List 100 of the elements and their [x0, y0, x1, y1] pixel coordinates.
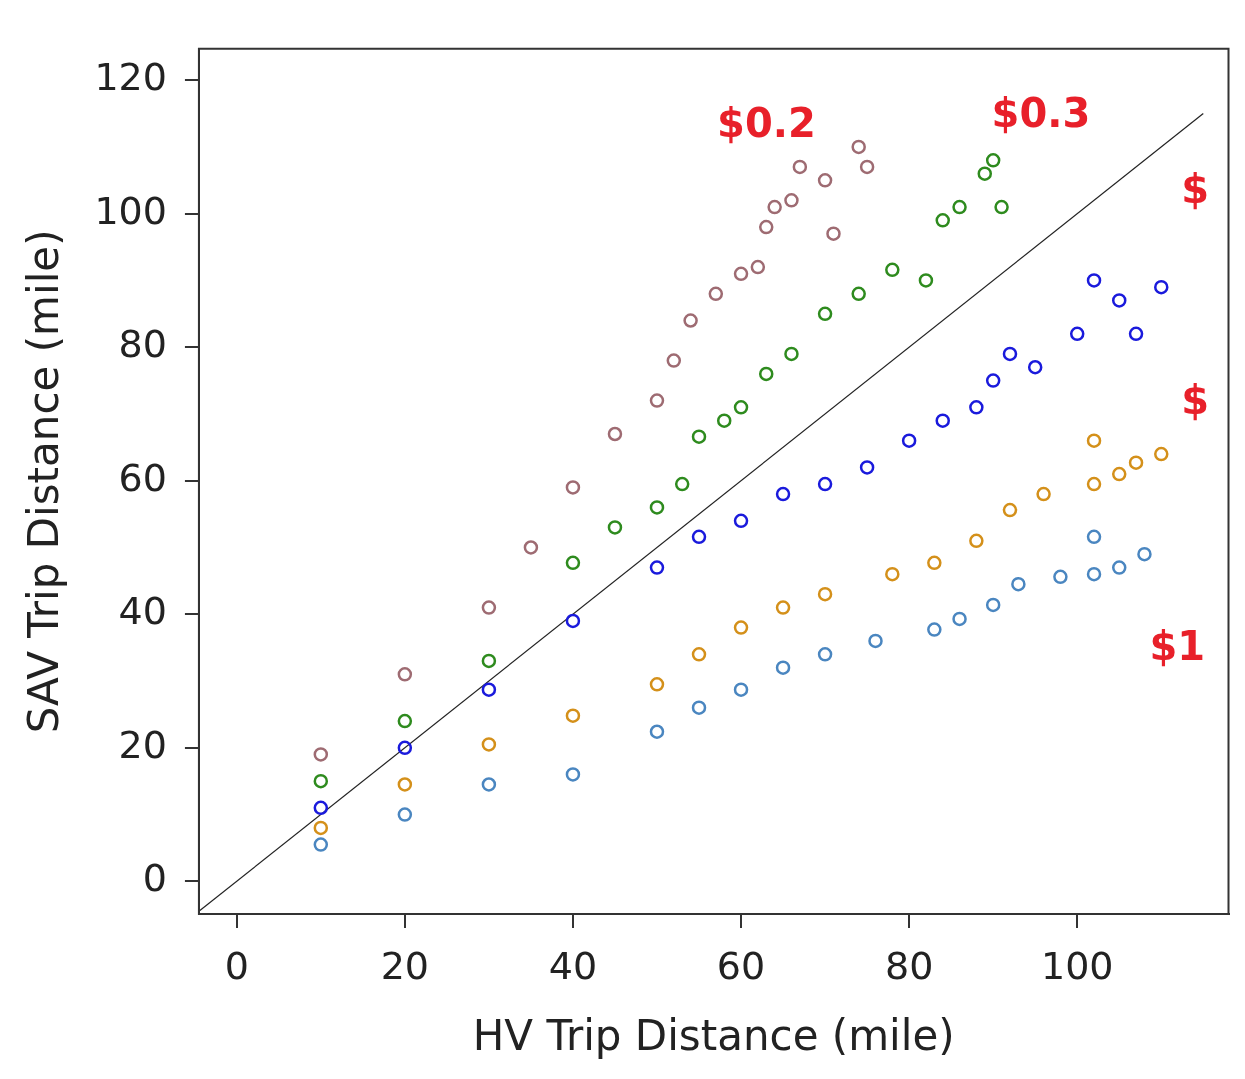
point — [851, 286, 866, 302]
point — [607, 426, 623, 442]
point — [716, 413, 732, 428]
point — [1154, 279, 1169, 295]
point — [918, 273, 934, 288]
point — [1086, 433, 1102, 448]
point — [733, 513, 749, 529]
point — [733, 266, 749, 282]
point — [1137, 546, 1152, 562]
point — [758, 219, 774, 235]
point — [397, 713, 413, 729]
point — [733, 400, 749, 415]
x-tick-label: 60 — [716, 943, 766, 988]
point — [565, 480, 581, 495]
series-label: $1 — [1149, 622, 1206, 669]
point — [691, 647, 707, 662]
x-tick-label: 0 — [224, 943, 249, 988]
x-tick-label: 20 — [380, 943, 430, 988]
point — [1036, 486, 1051, 502]
point — [481, 737, 497, 752]
point — [1011, 576, 1026, 592]
y-tick-label: 120 — [94, 55, 167, 100]
point — [1128, 326, 1144, 342]
point — [927, 622, 942, 637]
point — [683, 313, 698, 328]
point — [952, 611, 967, 627]
point — [565, 613, 581, 629]
point — [649, 393, 665, 408]
point — [977, 166, 993, 181]
point — [649, 500, 665, 515]
point — [784, 193, 799, 208]
point — [313, 800, 329, 816]
point — [649, 724, 665, 739]
point — [1111, 560, 1127, 575]
point — [649, 677, 665, 692]
y-tick-label: 20 — [118, 722, 167, 767]
x-tick-label: 100 — [1040, 943, 1114, 988]
point — [1111, 466, 1127, 482]
point — [1111, 293, 1127, 308]
point — [1086, 273, 1102, 288]
point — [565, 767, 581, 782]
point — [758, 366, 774, 382]
point — [817, 173, 833, 188]
point — [1154, 446, 1169, 462]
point — [994, 199, 1009, 215]
point — [1069, 326, 1085, 342]
point — [397, 667, 413, 682]
point — [1128, 455, 1144, 470]
point — [481, 777, 497, 792]
point — [952, 199, 967, 215]
point — [817, 476, 833, 492]
point — [935, 413, 950, 428]
point — [565, 555, 581, 571]
point — [817, 647, 833, 662]
point — [397, 807, 413, 822]
point — [885, 262, 900, 278]
point — [767, 199, 782, 215]
point — [313, 773, 329, 789]
point — [817, 306, 833, 322]
point — [985, 373, 1001, 388]
point — [523, 540, 539, 555]
point — [969, 400, 984, 415]
y-tick-label: 100 — [94, 188, 167, 233]
point — [674, 476, 690, 492]
point — [708, 286, 724, 302]
point — [313, 837, 329, 852]
x-axis-title: HV Trip Distance (mile) — [472, 1010, 955, 1060]
y-tick-label: 60 — [118, 455, 167, 500]
point — [481, 682, 497, 697]
point — [733, 682, 749, 697]
point — [649, 560, 665, 575]
point — [927, 555, 942, 571]
point — [397, 740, 413, 756]
series-label: $ — [1181, 165, 1210, 212]
point — [691, 429, 707, 444]
point — [666, 353, 682, 368]
point — [691, 700, 707, 715]
point — [1053, 569, 1068, 585]
point — [1002, 346, 1018, 362]
point — [935, 213, 950, 228]
point — [1086, 566, 1102, 582]
point — [1086, 476, 1102, 492]
point — [607, 520, 623, 535]
point — [826, 226, 841, 241]
point — [775, 600, 791, 615]
point — [817, 586, 833, 602]
point — [750, 259, 766, 275]
point — [859, 460, 875, 475]
point — [775, 486, 791, 502]
series-label: $0.3 — [991, 90, 1091, 137]
point — [859, 159, 875, 175]
series-label: $0.2 — [717, 100, 816, 147]
point — [481, 653, 497, 669]
series-label: $ — [1181, 377, 1210, 424]
point — [901, 433, 917, 448]
point — [1002, 502, 1018, 518]
point — [868, 633, 883, 649]
point — [313, 747, 329, 762]
point — [397, 777, 413, 792]
point — [851, 139, 866, 155]
